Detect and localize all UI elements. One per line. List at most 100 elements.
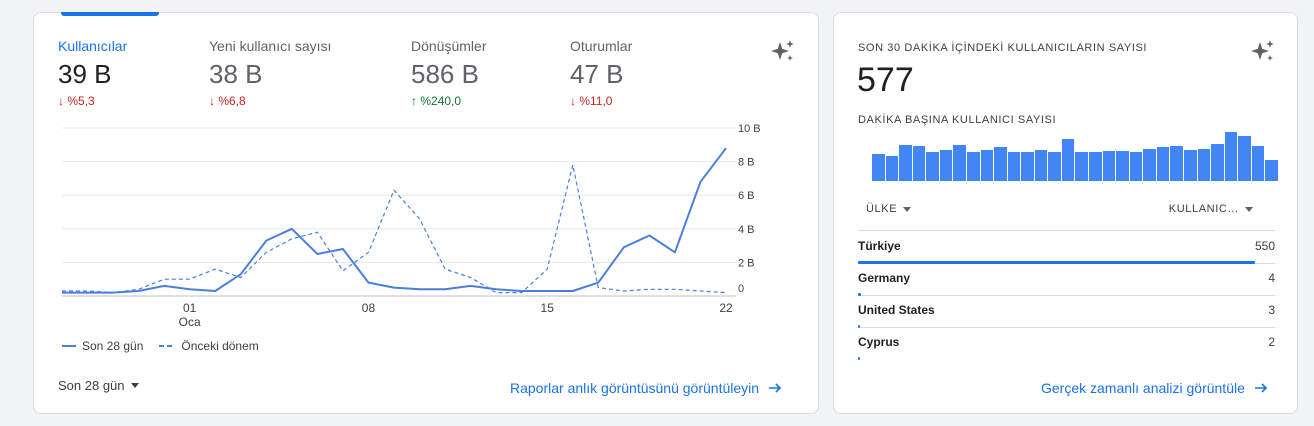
minute-bar[interactable] — [1183, 149, 1197, 181]
minute-bar[interactable] — [1156, 147, 1170, 181]
realtime-user-count: 577 — [857, 61, 914, 99]
minute-bar[interactable] — [1197, 148, 1211, 181]
metric-conversions[interactable]: Dönüşümler 586 B ↑ %240,0 — [411, 38, 486, 108]
arrow-right-icon — [1254, 383, 1268, 393]
metric-change: ↓ %11,0 — [570, 94, 613, 108]
caret-down-icon — [130, 383, 139, 388]
arrow-down-icon: ↓ — [58, 94, 64, 108]
minute-bar[interactable] — [1089, 152, 1102, 181]
minute-bar[interactable] — [1170, 146, 1183, 181]
user-count: 2 — [1268, 335, 1275, 349]
users-column-header[interactable]: KULLANIC… — [1169, 203, 1253, 215]
arrow-down-icon: ↓ — [209, 94, 215, 108]
arrow-up-icon: ↑ — [411, 94, 417, 108]
minute-bar[interactable] — [994, 147, 1007, 181]
table-row[interactable]: Germany 4 — [858, 264, 1275, 296]
x-tick-label: 22 — [719, 301, 733, 315]
minute-bar[interactable] — [1211, 143, 1224, 181]
minute-bar[interactable] — [939, 149, 953, 181]
row-divider — [858, 295, 1275, 296]
metric-sessions[interactable]: Oturumlar 47 B ↓ %11,0 — [570, 38, 632, 108]
minute-bar[interactable] — [1224, 132, 1238, 181]
minute-bar[interactable] — [1007, 152, 1021, 181]
caret-down-icon — [1245, 206, 1253, 212]
metric-change: ↑ %240,0 — [411, 94, 462, 108]
view-realtime-link[interactable]: Gerçek zamanlı analizi görüntüle — [1041, 380, 1269, 396]
minute-bar[interactable] — [1238, 136, 1251, 181]
minute-bar[interactable] — [1034, 149, 1048, 181]
legend-item-previous: Önceki dönem — [159, 339, 259, 353]
user-count: 4 — [1268, 271, 1275, 285]
minute-bar[interactable] — [1265, 159, 1278, 181]
chart-legend: Son 28 gün Önceki dönem — [62, 339, 259, 353]
per-minute-subtitle: DAKİKA BAŞINA KULLANICI SAYISI — [858, 114, 1057, 126]
x-tick-label: 15 — [541, 301, 555, 315]
country-column-header[interactable]: ÜLKE — [866, 203, 912, 215]
share-bar — [858, 293, 861, 296]
minute-bar[interactable] — [872, 153, 885, 181]
minute-bar[interactable] — [926, 152, 939, 181]
y-tick-label: 6 B — [738, 190, 755, 202]
row-divider — [858, 327, 1275, 328]
view-reports-snapshot-link[interactable]: Raporlar anlık görüntüsünü görüntüleyin — [510, 380, 783, 396]
caret-down-icon — [903, 206, 912, 212]
country-name: Germany — [858, 271, 911, 285]
realtime-card: SON 30 DAKİKA İÇİNDEKİ KULLANICILARIN SA… — [833, 12, 1298, 414]
metric-change: ↓ %6,8 — [209, 94, 246, 108]
series-line-current[interactable] — [62, 147, 727, 294]
minute-bar[interactable] — [885, 156, 899, 181]
table-row[interactable]: Türkiye 550 — [858, 232, 1275, 264]
minute-bar[interactable] — [1251, 146, 1265, 181]
link-label: Gerçek zamanlı analizi görüntüle — [1041, 380, 1245, 396]
table-header-divider — [858, 230, 1275, 231]
y-tick-label: 8 B — [738, 157, 755, 169]
minute-bar[interactable] — [899, 144, 912, 181]
y-tick-label: 4 B — [738, 224, 755, 236]
link-label: Raporlar anlık görüntüsünü görüntüleyin — [510, 380, 760, 396]
metric-users[interactable]: Kullanıcılar 39 B ↓ %5,3 — [58, 38, 127, 108]
metric-label: Oturumlar — [570, 38, 633, 54]
share-bar — [858, 325, 861, 328]
minute-bar[interactable] — [1075, 152, 1088, 181]
x-tick-label: 08 — [362, 301, 376, 315]
table-row[interactable]: United States 3 — [858, 296, 1275, 328]
share-bar — [858, 261, 1256, 264]
minute-bar[interactable] — [953, 144, 966, 181]
metric-value: 586 B — [411, 59, 479, 89]
minute-bar[interactable] — [1116, 151, 1129, 181]
legend-item-current: Son 28 gün — [62, 339, 144, 353]
arrow-right-icon — [769, 383, 782, 393]
metric-label: Dönüşümler — [411, 38, 487, 54]
x-tick-label: 01 — [183, 301, 197, 315]
minute-bar[interactable] — [912, 146, 926, 181]
minute-bar[interactable] — [1048, 152, 1061, 181]
date-range-dropdown[interactable]: Son 28 gün — [58, 378, 139, 393]
minute-bar[interactable] — [966, 152, 980, 181]
user-count: 3 — [1268, 303, 1275, 317]
y-tick-label: 0 — [738, 283, 744, 295]
overview-card: Kullanıcılar 39 B ↓ %5,3 Yeni kullanıcı … — [33, 12, 819, 414]
per-minute-bar-chart — [872, 131, 1278, 181]
minute-bar[interactable] — [1129, 152, 1143, 181]
metric-label: Kullanıcılar — [58, 38, 128, 54]
x-tick-sublabel: Oca — [179, 315, 201, 329]
metric-change: ↓ %5,3 — [58, 94, 95, 108]
country-name: Türkiye — [858, 239, 901, 253]
minute-bar[interactable] — [1143, 148, 1156, 181]
series-line-previous[interactable] — [62, 164, 727, 294]
minute-bar[interactable] — [980, 149, 994, 181]
table-row[interactable]: Cyprus 2 — [858, 328, 1275, 360]
minute-bar[interactable] — [1102, 151, 1116, 181]
active-tab-indicator — [61, 12, 159, 16]
metric-value: 38 B — [209, 59, 263, 89]
metric-new-users[interactable]: Yeni kullanıcı sayısı 38 B ↓ %6,8 — [209, 38, 331, 108]
minute-bar[interactable] — [1021, 152, 1034, 181]
metric-value: 39 B — [58, 59, 112, 89]
share-bar — [858, 357, 861, 360]
sparkle-icon[interactable] — [770, 39, 796, 65]
minute-bar[interactable] — [1061, 138, 1075, 181]
sparkle-icon[interactable] — [1250, 39, 1276, 65]
y-tick-label: 2 B — [738, 257, 755, 269]
metric-label: Yeni kullanıcı sayısı — [209, 38, 332, 54]
